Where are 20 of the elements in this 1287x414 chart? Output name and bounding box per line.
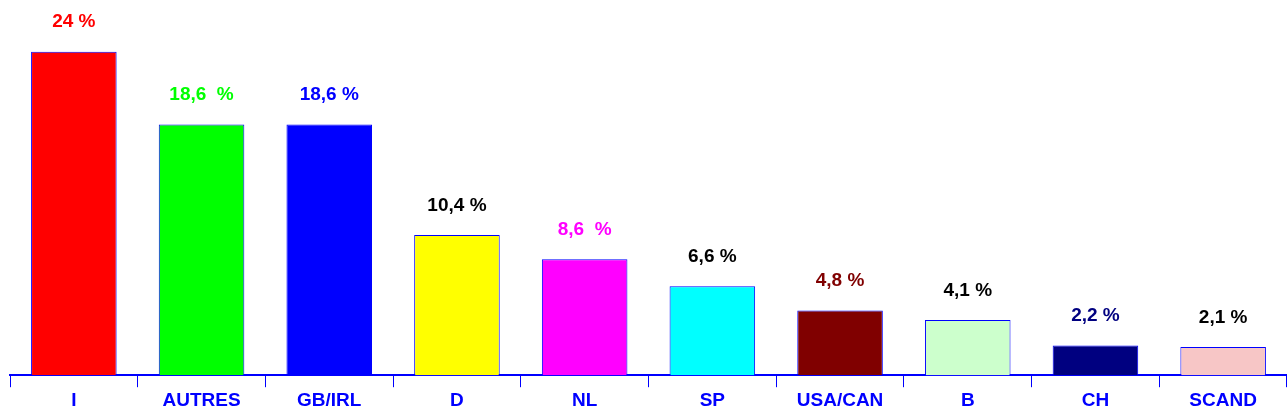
x-tick-label: CH (1081, 388, 1110, 410)
x-tick-label: USA/CAN (796, 388, 884, 410)
x-tick-label: B (960, 388, 975, 410)
x-tick-label: SP (699, 388, 726, 410)
data-label: 18,6 % (169, 83, 234, 105)
x-tick-label: NL (571, 388, 598, 410)
data-label: 24 % (52, 10, 96, 32)
data-label: 4,8 % (815, 269, 865, 291)
x-tick-label: GB/IRL (297, 388, 362, 410)
x-tick-label: AUTRES (162, 388, 241, 410)
data-label: 2,2 % (1071, 304, 1120, 326)
data-label: 8,6 % (557, 218, 612, 240)
data-label: 18,6 % (299, 83, 359, 105)
x-tick-label: D (450, 388, 464, 410)
data-label: 4,1 % (943, 278, 993, 300)
data-label: 2,1 % (1198, 305, 1248, 327)
data-label: 6,6 % (688, 244, 737, 266)
x-tick-label: SCAND (1189, 388, 1257, 410)
x-tick-label: I (71, 388, 77, 410)
data-label: 10,4 % (427, 193, 487, 215)
